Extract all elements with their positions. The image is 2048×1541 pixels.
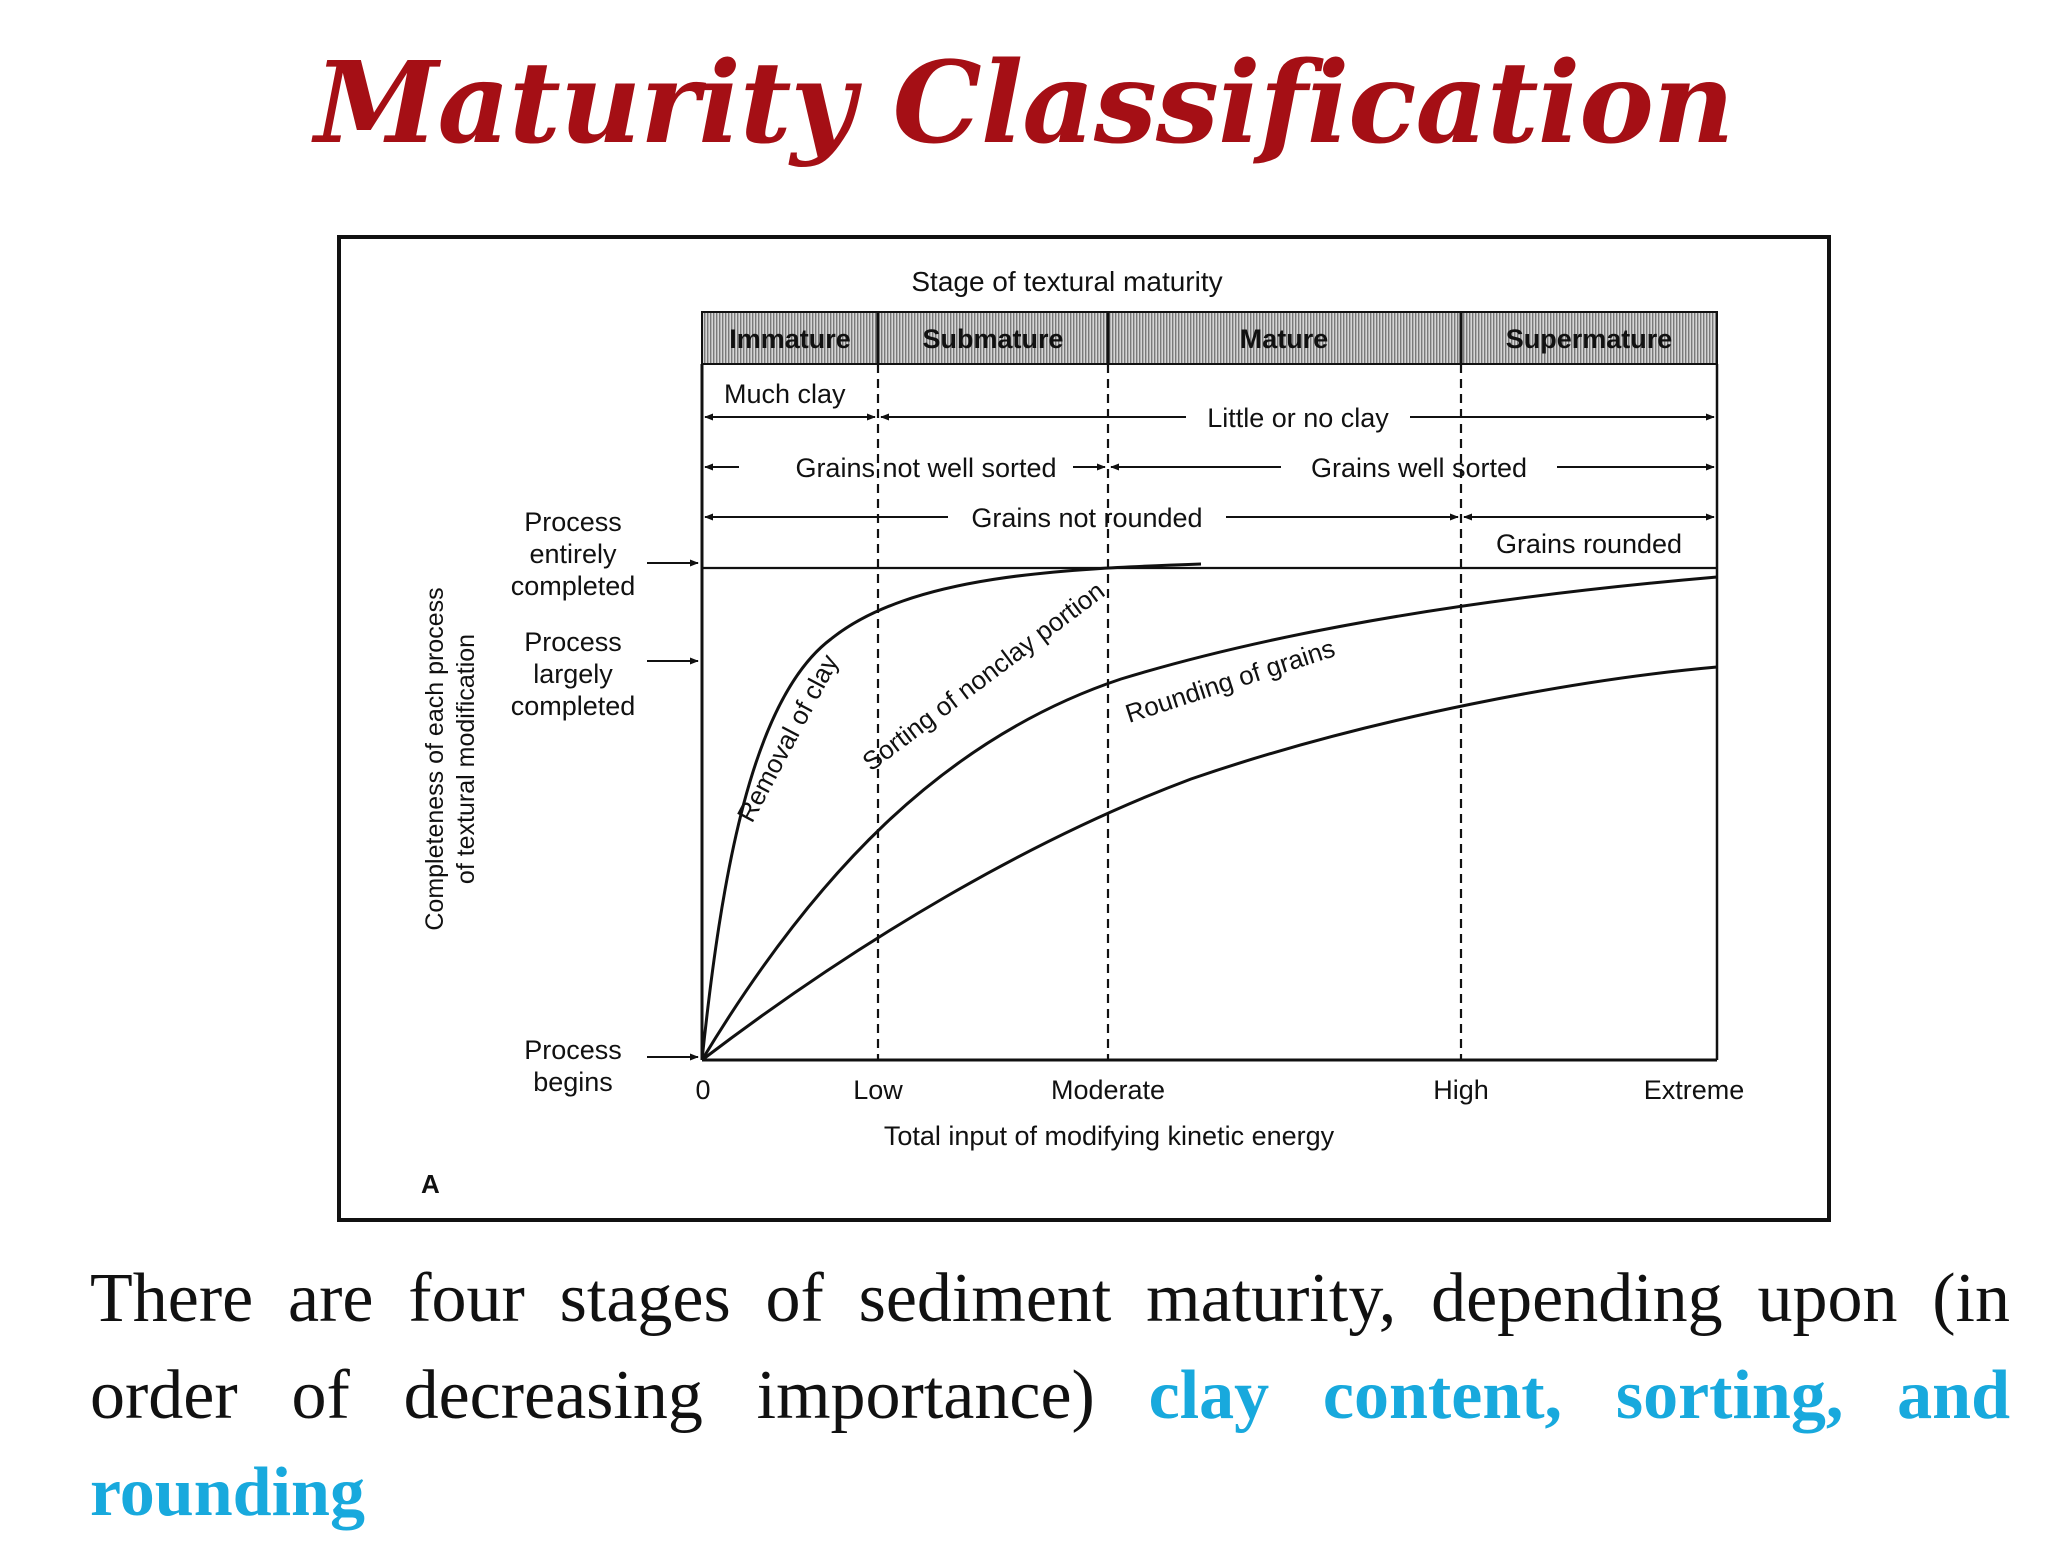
slide-title: Maturity Classification (314, 38, 1735, 169)
stage-mature: Mature (1240, 324, 1329, 354)
stage-supermature: Supermature (1506, 324, 1673, 354)
maturity-diagram: Stage of textural maturity Immature Subm… (337, 235, 1831, 1222)
well-sorted-label: Grains well sorted (1311, 453, 1527, 483)
curve-sorting (700, 575, 1718, 1061)
caption-text: There are four stages of sediment maturi… (90, 1260, 2010, 1434)
stage-of-maturity-label: Stage of textural maturity (911, 266, 1222, 297)
x-tick-moderate: Moderate (1051, 1075, 1165, 1105)
largely-line2: largely (533, 659, 613, 689)
entirely-line3: completed (511, 571, 636, 601)
begins-line2: begins (533, 1067, 613, 1097)
caption-highlight: clay content, sorting, and rounding (90, 1357, 2011, 1531)
entirely-line2: entirely (529, 539, 617, 569)
stage-immature: Immature (729, 324, 851, 354)
y-axis-label-line1: Completeness of each process (421, 587, 449, 930)
x-tick-extreme: Extreme (1644, 1075, 1745, 1105)
x-tick-0: 0 (695, 1075, 710, 1105)
much-clay-label: Much clay (724, 379, 846, 409)
label-rounding: Rounding of grains (1122, 633, 1339, 729)
y-axis-label-line2: of textural modification (452, 634, 480, 884)
largely-line3: completed (511, 691, 636, 721)
curve-removal-of-clay (700, 562, 1202, 1061)
begins-line1: Process (524, 1035, 622, 1065)
not-sorted-label: Grains not well sorted (795, 453, 1056, 483)
x-axis-label: Total input of modifying kinetic energy (884, 1121, 1335, 1151)
largely-line1: Process (524, 627, 622, 657)
not-rounded-label: Grains not rounded (971, 503, 1202, 533)
stage-submature: Submature (922, 324, 1063, 354)
rounded-label: Grains rounded (1496, 529, 1682, 559)
little-clay-label: Little or no clay (1207, 403, 1389, 433)
label-removal-of-clay: Removal of clay (731, 649, 844, 826)
caption: There are four stages of sediment maturi… (90, 1250, 2010, 1541)
y-axis-label: Completeness of each process of textural… (421, 587, 480, 930)
stage-band (701, 311, 1718, 365)
entirely-line1: Process (524, 507, 622, 537)
x-tick-high: High (1433, 1075, 1489, 1105)
panel-label: A (421, 1169, 440, 1199)
curve-rounding (701, 665, 1718, 1062)
x-tick-low: Low (853, 1075, 903, 1105)
diagram-svg: Stage of textural maturity Immature Subm… (421, 266, 1745, 1199)
